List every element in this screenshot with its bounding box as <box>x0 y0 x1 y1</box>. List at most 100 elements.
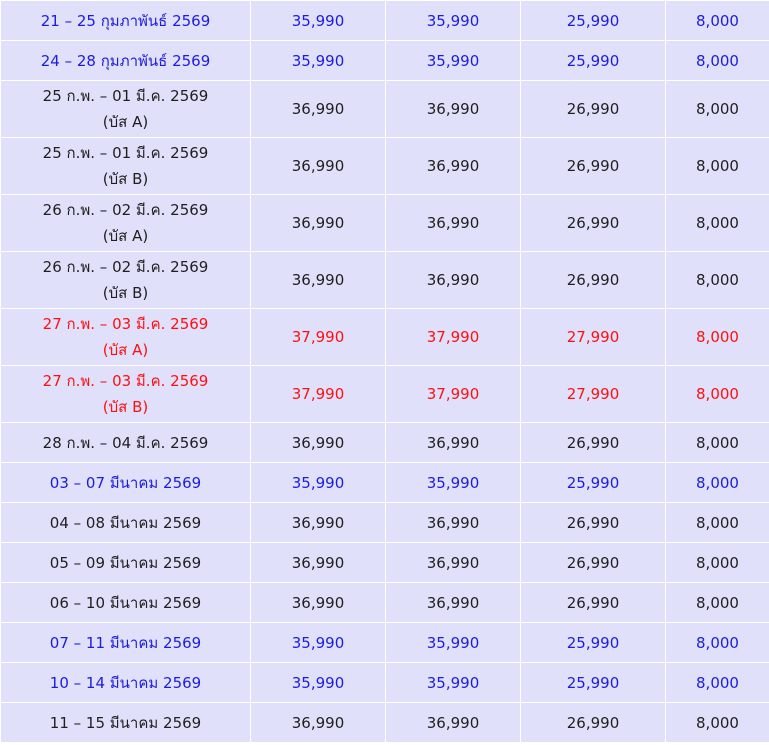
travel-date-cell: 11 – 15 มีนาคม 2569 <box>0 702 251 743</box>
price-cell-1: 36,990 <box>250 422 386 463</box>
travel-date-cell: 04 – 08 มีนาคม 2569 <box>0 502 251 543</box>
table-row: 07 – 11 มีนาคม 2569 35,990 35,990 25,990 8,0… <box>0 622 769 663</box>
price-cell-1: 36,990 <box>250 80 386 138</box>
price-cell-2: 35,990 <box>385 40 521 81</box>
table-row: 06 – 10 มีนาคม 2569 36,990 36,990 26,990 8,0… <box>0 582 769 623</box>
table-row: 03 – 07 มีนาคม 2569 35,990 35,990 25,990 8,0… <box>0 462 769 503</box>
table-row: 05 – 09 มีนาคม 2569 36,990 36,990 26,990 8,0… <box>0 542 769 583</box>
travel-date-cell: 10 – 14 มีนาคม 2569 <box>0 662 251 703</box>
travel-date-text: 03 – 07 มีนาคม 2569 <box>49 473 202 492</box>
price-cell-4: 8,000 <box>665 194 769 252</box>
travel-date-text: 28 ก.พ. – 04 มี.ค. 2569 <box>42 433 209 452</box>
price-cell-2: 36,990 <box>385 422 521 463</box>
price-cell-2: 35,990 <box>385 0 521 41</box>
travel-date-text: 25 ก.พ. – 01 มี.ค. 2569 <box>42 87 209 105</box>
travel-date-text: 06 – 10 มีนาคม 2569 <box>49 593 202 612</box>
price-cell-1: 36,990 <box>250 194 386 252</box>
travel-date-cell: 07 – 11 มีนาคม 2569 <box>0 622 251 663</box>
price-cell-3: 26,990 <box>520 582 666 623</box>
table-row: 25 ก.พ. – 01 มี.ค. 2569 (บัส A) 36,990 36,9… <box>0 80 769 138</box>
price-cell-4: 8,000 <box>665 502 769 543</box>
price-cell-2: 35,990 <box>385 662 521 703</box>
price-cell-1: 36,990 <box>250 137 386 195</box>
travel-date-cell: 28 ก.พ. – 04 มี.ค. 2569 <box>0 422 251 463</box>
price-cell-2: 36,990 <box>385 582 521 623</box>
price-cell-3: 25,990 <box>520 462 666 503</box>
price-cell-1: 35,990 <box>250 662 386 703</box>
table-row: 26 ก.พ. – 02 มี.ค. 2569 (บัส A) 36,990 36,9… <box>0 194 769 252</box>
travel-date-cell: 26 ก.พ. – 02 มี.ค. 2569 (บัส A) <box>0 194 251 252</box>
travel-date-text: 24 – 28 กุมภาพันธ์ 2569 <box>40 51 211 70</box>
travel-date-cell: 25 ก.พ. – 01 มี.ค. 2569 (บัส B) <box>0 137 251 195</box>
price-cell-1: 37,990 <box>250 365 386 423</box>
price-cell-1: 36,990 <box>250 702 386 743</box>
travel-date-cell: 26 ก.พ. – 02 มี.ค. 2569 (บัส B) <box>0 251 251 309</box>
price-cell-4: 8,000 <box>665 662 769 703</box>
price-cell-1: 35,990 <box>250 462 386 503</box>
price-cell-2: 37,990 <box>385 365 521 423</box>
travel-date-text: 26 ก.พ. – 02 มี.ค. 2569 <box>42 201 209 219</box>
price-cell-2: 36,990 <box>385 194 521 252</box>
price-cell-4: 8,000 <box>665 422 769 463</box>
price-cell-4: 8,000 <box>665 251 769 309</box>
travel-date-cell: 06 – 10 มีนาคม 2569 <box>0 582 251 623</box>
price-cell-3: 26,990 <box>520 502 666 543</box>
price-cell-1: 36,990 <box>250 251 386 309</box>
travel-date-text: 05 – 09 มีนาคม 2569 <box>49 553 202 572</box>
price-cell-2: 35,990 <box>385 622 521 663</box>
bus-label: (บัส B) <box>102 284 149 302</box>
travel-date-text: 27 ก.พ. – 03 มี.ค. 2569 <box>42 372 209 390</box>
table-row: 26 ก.พ. – 02 มี.ค. 2569 (บัส B) 36,990 36,9… <box>0 251 769 309</box>
travel-date-cell: 05 – 09 มีนาคม 2569 <box>0 542 251 583</box>
price-cell-2: 35,990 <box>385 462 521 503</box>
travel-date-cell: 03 – 07 มีนาคม 2569 <box>0 462 251 503</box>
table-row: 27 ก.พ. – 03 มี.ค. 2569 (บัส B) 37,990 37,9… <box>0 365 769 423</box>
price-cell-1: 35,990 <box>250 0 386 41</box>
price-cell-3: 25,990 <box>520 662 666 703</box>
travel-date-text: 25 ก.พ. – 01 มี.ค. 2569 <box>42 144 209 162</box>
price-cell-1: 36,990 <box>250 542 386 583</box>
price-cell-3: 25,990 <box>520 0 666 41</box>
table-row: 24 – 28 กุมภาพันธ์ 2569 35,990 35,990 25,99… <box>0 40 769 81</box>
bus-label: (บัส A) <box>102 227 149 245</box>
price-cell-4: 8,000 <box>665 462 769 503</box>
bus-label: (บัส A) <box>102 341 149 359</box>
price-cell-2: 36,990 <box>385 702 521 743</box>
price-cell-4: 8,000 <box>665 622 769 663</box>
price-cell-3: 26,990 <box>520 137 666 195</box>
price-cell-3: 26,990 <box>520 80 666 138</box>
travel-date-cell: 21 – 25 กุมภาพันธ์ 2569 <box>0 0 251 41</box>
price-cell-3: 26,990 <box>520 422 666 463</box>
travel-date-text: 04 – 08 มีนาคม 2569 <box>49 513 202 532</box>
price-cell-4: 8,000 <box>665 0 769 41</box>
price-cell-2: 36,990 <box>385 137 521 195</box>
price-cell-3: 25,990 <box>520 622 666 663</box>
price-cell-3: 26,990 <box>520 542 666 583</box>
price-cell-4: 8,000 <box>665 137 769 195</box>
bus-label: (บัส B) <box>102 398 149 416</box>
table-row: 10 – 14 มีนาคม 2569 35,990 35,990 25,990 8,0… <box>0 662 769 703</box>
table-row: 25 ก.พ. – 01 มี.ค. 2569 (บัส B) 36,990 36,9… <box>0 137 769 195</box>
table-row: 28 ก.พ. – 04 มี.ค. 2569 36,990 36,990 26,99… <box>0 422 769 463</box>
price-cell-4: 8,000 <box>665 542 769 583</box>
price-cell-2: 36,990 <box>385 80 521 138</box>
travel-date-cell: 25 ก.พ. – 01 มี.ค. 2569 (บัส A) <box>0 80 251 138</box>
price-cell-1: 36,990 <box>250 502 386 543</box>
travel-date-cell: 24 – 28 กุมภาพันธ์ 2569 <box>0 40 251 81</box>
price-cell-3: 25,990 <box>520 40 666 81</box>
price-cell-3: 26,990 <box>520 702 666 743</box>
price-cell-2: 37,990 <box>385 308 521 366</box>
table-row: 04 – 08 มีนาคม 2569 36,990 36,990 26,990 8,0… <box>0 502 769 543</box>
price-cell-1: 35,990 <box>250 40 386 81</box>
table-row: 11 – 15 มีนาคม 2569 36,990 36,990 26,990 8,0… <box>0 702 769 743</box>
price-cell-4: 8,000 <box>665 365 769 423</box>
price-cell-3: 27,990 <box>520 365 666 423</box>
travel-date-text: 07 – 11 มีนาคม 2569 <box>49 633 202 652</box>
price-cell-3: 27,990 <box>520 308 666 366</box>
price-cell-1: 37,990 <box>250 308 386 366</box>
price-cell-4: 8,000 <box>665 702 769 743</box>
price-cell-4: 8,000 <box>665 80 769 138</box>
travel-date-text: 21 – 25 กุมภาพันธ์ 2569 <box>40 11 211 30</box>
